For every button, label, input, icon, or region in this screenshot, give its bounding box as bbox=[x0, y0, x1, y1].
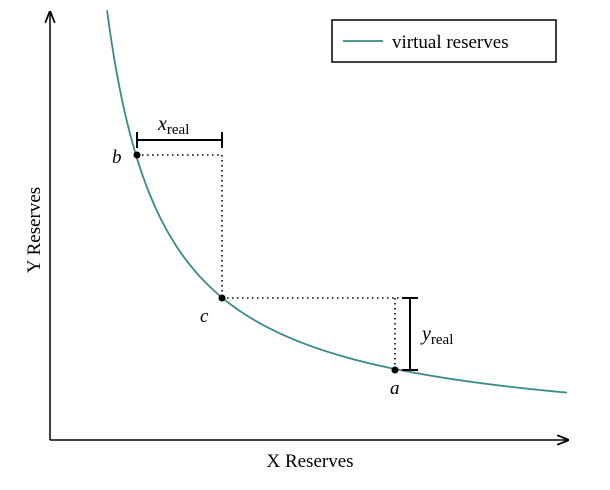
y-axis-label: Y Reserves bbox=[24, 187, 45, 273]
x-real-main: x bbox=[157, 113, 167, 135]
x-real-label: xreal bbox=[157, 113, 189, 138]
point-b-label: b bbox=[112, 147, 122, 168]
y-real-bracket bbox=[402, 297, 418, 371]
legend: virtual reserves bbox=[331, 19, 557, 63]
legend-label: virtual reserves bbox=[392, 32, 509, 53]
x-axis-label: X Reserves bbox=[266, 451, 353, 472]
point-c bbox=[218, 294, 226, 302]
dotted-guide bbox=[137, 154, 223, 298]
point-a bbox=[391, 366, 399, 374]
point-b bbox=[133, 151, 141, 159]
point-a-label: a bbox=[390, 378, 400, 399]
y-real-label: yreal bbox=[420, 323, 453, 348]
y-real-sub: real bbox=[431, 332, 453, 348]
point-c-label: c bbox=[200, 306, 209, 327]
x-real-bracket bbox=[136, 132, 223, 148]
virtual-reserves-curve bbox=[106, 10, 568, 394]
x-real-sub: real bbox=[167, 122, 189, 138]
y-real-main: y bbox=[420, 323, 431, 345]
